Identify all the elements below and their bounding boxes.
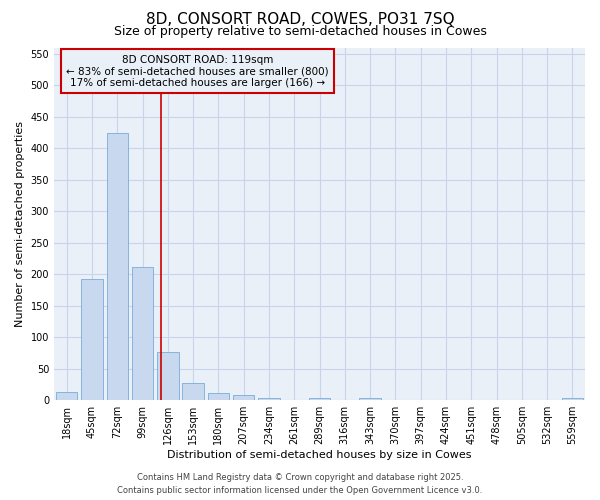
Bar (258, 398, 280, 400)
Bar (208, 394, 229, 400)
Text: 8D CONSORT ROAD: 119sqm
← 83% of semi-detached houses are smaller (800)
17% of s: 8D CONSORT ROAD: 119sqm ← 83% of semi-de… (66, 54, 329, 88)
Bar (81, 278, 103, 400)
Text: Contains HM Land Registry data © Crown copyright and database right 2025.
Contai: Contains HM Land Registry data © Crown c… (118, 474, 482, 495)
Text: 8D, CONSORT ROAD, COWES, PO31 7SQ: 8D, CONSORT ROAD, COWES, PO31 7SQ (146, 12, 454, 28)
Bar (107, 132, 128, 400)
Bar (56, 392, 77, 400)
Bar (182, 383, 204, 400)
Bar (359, 398, 381, 400)
Bar (157, 352, 179, 400)
Bar (309, 398, 330, 400)
X-axis label: Distribution of semi-detached houses by size in Cowes: Distribution of semi-detached houses by … (167, 450, 472, 460)
Bar (233, 395, 254, 400)
Text: Size of property relative to semi-detached houses in Cowes: Size of property relative to semi-detach… (113, 25, 487, 38)
Bar (132, 266, 153, 400)
Y-axis label: Number of semi-detached properties: Number of semi-detached properties (15, 121, 25, 327)
Bar (562, 398, 583, 400)
